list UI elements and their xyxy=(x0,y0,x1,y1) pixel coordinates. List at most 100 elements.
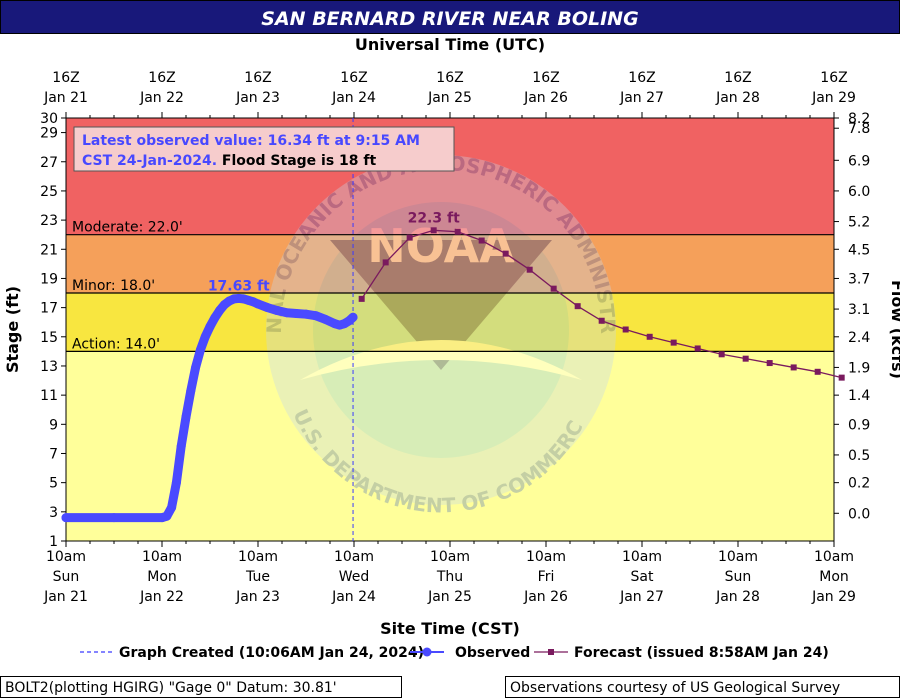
y-tick-label-10: 21 xyxy=(40,242,58,258)
observed-point-7 xyxy=(181,412,191,422)
observed-point-1 xyxy=(109,513,119,523)
y-tick-label-0: 1 xyxy=(49,534,58,550)
legend-forecast-label: Forecast (issued 8:58AM Jan 24) xyxy=(574,645,829,661)
band-minor xyxy=(66,293,834,352)
forecast-point-0 xyxy=(358,295,365,302)
forecast-point-10 xyxy=(598,317,605,324)
observed-point-5 xyxy=(171,478,181,488)
bottom-axis-title: Site Time (CST) xyxy=(380,619,520,638)
watermark-ring xyxy=(266,155,616,505)
x-tick-label-bottom-0-0: 10am xyxy=(46,549,86,565)
observed-point-29 xyxy=(320,314,330,324)
observed-point-26 xyxy=(291,308,301,318)
y-tick-label-12: 25 xyxy=(40,184,58,200)
x-tick-label-bottom-6-1: Sat xyxy=(631,569,654,585)
x-tick-label-bottom-3-0: 10am xyxy=(334,549,374,565)
observed-point-25 xyxy=(282,308,292,318)
chart-title: SAN BERNARD RIVER NEAR BOLING xyxy=(261,8,638,30)
x-tick-label-top-5-1: Jan 26 xyxy=(523,90,568,106)
y-tick-label-8: 17 xyxy=(40,301,58,317)
x-tick-label-top-2-1: Jan 23 xyxy=(235,90,280,106)
x-tick-label-top-6-1: Jan 27 xyxy=(619,90,664,106)
courtesy-footer: Observations courtesy of US Geological S… xyxy=(505,676,900,698)
x-tick-label-bottom-5-2: Jan 26 xyxy=(523,589,568,605)
info-box xyxy=(73,126,455,172)
observed-point-13 xyxy=(210,313,220,323)
y2-tick-label-0: 8.2 xyxy=(848,111,870,127)
forecast-point-2 xyxy=(406,234,413,241)
y-tick-label-14: 29 xyxy=(40,126,58,142)
y2-axis-title: Flow (kcfs) xyxy=(888,280,900,379)
x-tick-label-bottom-7-1: Sun xyxy=(725,569,752,585)
y2-tick-label-10: 1.4 xyxy=(848,388,870,404)
watermark-globe xyxy=(313,202,569,458)
x-tick-label-top-6-0: 16Z xyxy=(628,70,655,86)
forecast-point-4 xyxy=(454,228,461,235)
forecast-point-16 xyxy=(742,355,749,362)
y2-tick-label-11: 0.9 xyxy=(848,417,870,433)
y-tick-label-6: 13 xyxy=(40,359,58,375)
forecast-point-8 xyxy=(550,285,557,292)
forecast-point-14 xyxy=(694,345,701,352)
observed-point-9 xyxy=(191,362,201,372)
observed-point-8 xyxy=(186,386,196,396)
observed-point-4 xyxy=(167,502,177,512)
forecast-point-3 xyxy=(430,227,437,234)
y2-tick-label-2: 6.9 xyxy=(848,153,870,169)
observed-point-12 xyxy=(205,322,215,332)
threshold-label-2: Action: 14.0' xyxy=(72,336,160,352)
forecast-point-12 xyxy=(646,333,653,340)
x-tick-label-top-4-0: 16Z xyxy=(436,70,463,86)
info-box-line2: CST 24-Jan-2024. Flood Stage is 18 ft xyxy=(82,153,376,169)
forecast-point-17 xyxy=(766,360,773,367)
y2-tick-label-13: 0.2 xyxy=(848,476,870,492)
y2-tick-label-1: 7.8 xyxy=(848,121,870,137)
x-tick-label-bottom-2-2: Jan 23 xyxy=(235,589,280,605)
x-tick-label-top-8-1: Jan 29 xyxy=(811,90,856,106)
datum-text: BOLT2(plotting HGIRG) "Gage 0" Datum: 30… xyxy=(5,680,337,696)
courtesy-text: Observations courtesy of US Geological S… xyxy=(510,680,841,696)
y-tick-label-15: 30 xyxy=(40,111,58,127)
legend-forecast-marker xyxy=(548,649,554,655)
peak-annotation-0: 17.63 ft xyxy=(208,278,270,294)
observed-point-28 xyxy=(311,311,321,321)
x-tick-label-bottom-2-1: Tue xyxy=(245,569,270,585)
y-tick-label-13: 27 xyxy=(40,155,58,171)
observed-point-23 xyxy=(263,303,273,313)
info-box-date: CST 24-Jan-2024. xyxy=(82,153,217,169)
forecast-point-13 xyxy=(670,339,677,346)
y-tick-label-2: 5 xyxy=(49,476,58,492)
x-tick-label-bottom-8-1: Mon xyxy=(819,569,849,585)
forecast-point-11 xyxy=(622,326,629,333)
x-tick-label-bottom-5-0: 10am xyxy=(526,549,566,565)
x-tick-label-top-1-1: Jan 22 xyxy=(139,90,184,106)
threshold-label-0: Moderate: 22.0' xyxy=(72,220,183,236)
y2-tick-label-5: 4.5 xyxy=(848,242,870,258)
forecast-point-20 xyxy=(838,374,845,381)
observed-point-10 xyxy=(195,345,205,355)
observed-point-22 xyxy=(253,299,263,309)
x-tick-label-top-2-0: 16Z xyxy=(244,70,271,86)
x-tick-label-top-0-0: 16Z xyxy=(52,70,79,86)
forecast-point-5 xyxy=(478,237,485,244)
y2-tick-label-12: 0.5 xyxy=(848,448,870,464)
x-tick-label-bottom-0-1: Sun xyxy=(53,569,80,585)
x-tick-label-bottom-0-2: Jan 21 xyxy=(43,589,88,605)
x-tick-label-top-7-0: 16Z xyxy=(724,70,751,86)
y2-tick-label-7: 3.1 xyxy=(848,302,870,318)
watermark-bird xyxy=(330,240,552,370)
y-tick-label-11: 23 xyxy=(40,213,58,229)
legend-created-label: Graph Created (10:06AM Jan 24, 2024) xyxy=(119,645,424,661)
y-tick-label-4: 9 xyxy=(49,417,58,433)
forecast-point-9 xyxy=(574,303,581,310)
forecast-point-18 xyxy=(790,364,797,371)
y2-tick-label-6: 3.7 xyxy=(848,271,870,287)
y-tick-label-1: 3 xyxy=(49,505,58,521)
x-tick-label-bottom-8-2: Jan 29 xyxy=(811,589,856,605)
x-tick-label-top-4-1: Jan 25 xyxy=(427,90,472,106)
x-tick-label-bottom-1-2: Jan 22 xyxy=(139,589,184,605)
peak-annotation-1: 22.3 ft xyxy=(408,210,461,226)
y2-tick-label-8: 2.4 xyxy=(848,330,870,346)
x-tick-label-bottom-1-0: 10am xyxy=(142,549,182,565)
